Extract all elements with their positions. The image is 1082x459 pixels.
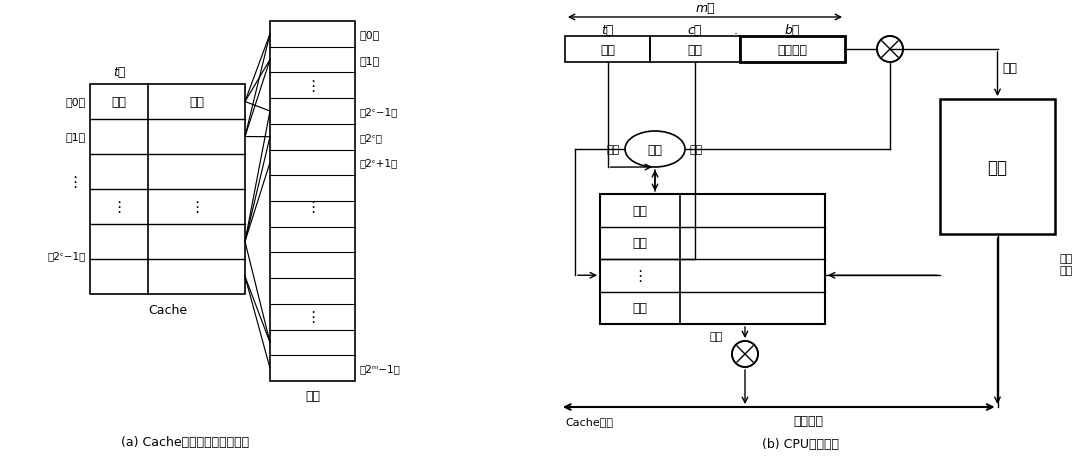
Text: 主存
读出: 主存 读出 xyxy=(1060,254,1073,275)
Bar xyxy=(90,85,245,294)
Text: t位: t位 xyxy=(602,23,613,36)
Text: ⋮: ⋮ xyxy=(67,175,82,190)
Bar xyxy=(565,37,650,63)
Text: m位: m位 xyxy=(696,1,715,15)
Text: .: . xyxy=(734,23,738,36)
Bar xyxy=(601,195,824,325)
Text: t位: t位 xyxy=(113,65,126,78)
Text: ⋮: ⋮ xyxy=(632,268,648,283)
Text: 第2ᶜ块: 第2ᶜ块 xyxy=(360,133,383,142)
Text: 比较: 比较 xyxy=(647,143,662,156)
Text: 数据总线: 数据总线 xyxy=(794,414,823,428)
Text: 第0行: 第0行 xyxy=(66,97,85,107)
Text: 数据: 数据 xyxy=(189,96,204,109)
Text: 第2ᵐ−1块: 第2ᵐ−1块 xyxy=(360,364,400,373)
Text: 缺失: 缺失 xyxy=(1003,62,1017,74)
Text: 不等: 不等 xyxy=(690,145,703,155)
Text: 行号: 行号 xyxy=(687,44,702,56)
Text: 命中: 命中 xyxy=(710,331,723,341)
Text: 标记: 标记 xyxy=(633,237,647,250)
Text: ⋮: ⋮ xyxy=(305,199,320,214)
Bar xyxy=(740,37,845,63)
Text: ⋮: ⋮ xyxy=(305,78,320,94)
Text: 主存: 主存 xyxy=(988,158,1007,176)
Bar xyxy=(940,100,1055,235)
Text: 第1行: 第1行 xyxy=(66,132,85,142)
Text: Cache: Cache xyxy=(148,304,187,317)
Bar xyxy=(650,37,740,63)
Text: 第2ᶜ−1行: 第2ᶜ−1行 xyxy=(48,251,85,261)
Text: b位: b位 xyxy=(784,23,801,36)
Text: ⋮: ⋮ xyxy=(189,200,204,214)
Text: 第0块: 第0块 xyxy=(360,30,380,40)
Bar xyxy=(270,22,355,381)
Text: (a) Cache和主存间的映射关系: (a) Cache和主存间的映射关系 xyxy=(121,436,249,448)
Text: 第1块: 第1块 xyxy=(360,56,380,66)
Text: 标记: 标记 xyxy=(633,302,647,314)
Text: ⋮: ⋮ xyxy=(111,200,127,214)
Text: 块内地址: 块内地址 xyxy=(778,44,807,56)
Text: 标记: 标记 xyxy=(601,44,615,56)
Text: 第2ᶜ−1块: 第2ᶜ−1块 xyxy=(360,107,398,117)
Text: 第2ᶜ+1块: 第2ᶜ+1块 xyxy=(360,158,398,168)
Text: 标记: 标记 xyxy=(633,204,647,217)
Text: c位: c位 xyxy=(688,23,702,36)
Text: (b) CPU访存过程: (b) CPU访存过程 xyxy=(762,437,839,451)
Text: 相等: 相等 xyxy=(607,145,620,155)
Text: 标记: 标记 xyxy=(111,96,127,109)
Text: ⋮: ⋮ xyxy=(305,309,320,325)
Text: 主存: 主存 xyxy=(305,390,320,403)
Text: Cache读出: Cache读出 xyxy=(565,416,613,426)
